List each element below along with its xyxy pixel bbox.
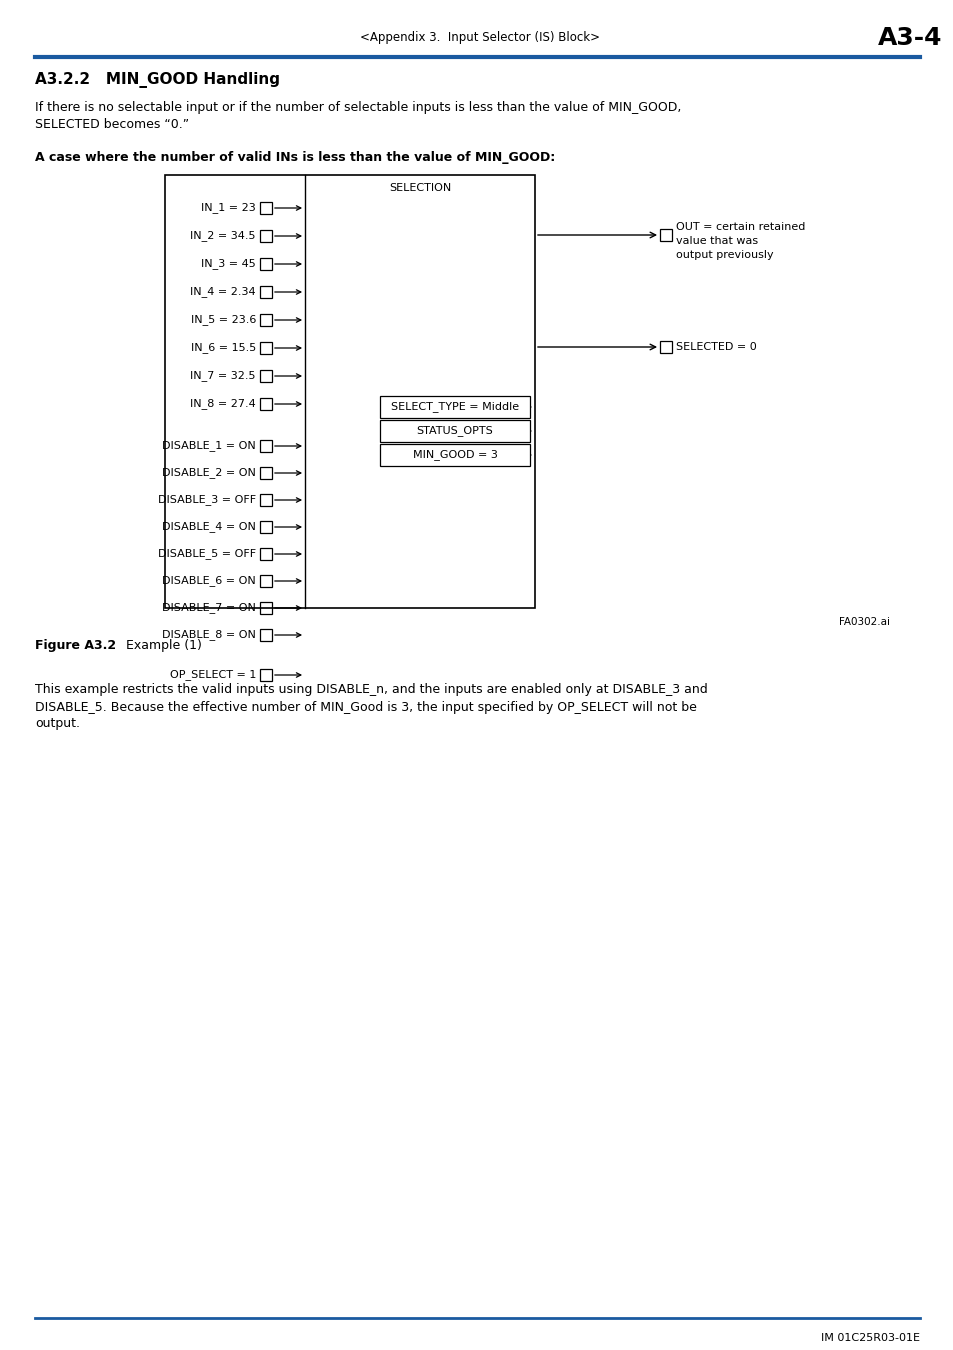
Text: <Appendix 3.  Input Selector (IS) Block>: <Appendix 3. Input Selector (IS) Block> bbox=[359, 31, 599, 45]
Text: This example restricts the valid inputs using DISABLE_n, and the inputs are enab: This example restricts the valid inputs … bbox=[35, 683, 707, 697]
Text: STATUS_OPTS: STATUS_OPTS bbox=[416, 425, 493, 436]
Bar bbox=[659, 342, 671, 352]
Bar bbox=[260, 521, 272, 533]
Text: If there is no selectable input or if the number of selectable inputs is less th: If there is no selectable input or if th… bbox=[35, 100, 680, 113]
Text: IN_4 = 2.34: IN_4 = 2.34 bbox=[191, 286, 255, 297]
Bar bbox=[260, 548, 272, 560]
Bar bbox=[260, 602, 272, 614]
Bar bbox=[260, 398, 272, 410]
Text: Figure A3.2: Figure A3.2 bbox=[35, 640, 116, 652]
Text: IN_8 = 27.4: IN_8 = 27.4 bbox=[190, 398, 255, 409]
Text: OP_SELECT = 1: OP_SELECT = 1 bbox=[170, 670, 255, 680]
Bar bbox=[260, 202, 272, 215]
Bar bbox=[260, 315, 272, 325]
Text: OUT = certain retained: OUT = certain retained bbox=[676, 221, 804, 232]
Bar bbox=[659, 230, 671, 242]
Bar bbox=[260, 342, 272, 354]
Text: value that was: value that was bbox=[676, 236, 758, 246]
Text: IN_2 = 34.5: IN_2 = 34.5 bbox=[191, 231, 255, 242]
Text: IM 01C25R03-01E: IM 01C25R03-01E bbox=[821, 1332, 919, 1343]
Text: DISABLE_6 = ON: DISABLE_6 = ON bbox=[162, 575, 255, 586]
Text: DISABLE_3 = OFF: DISABLE_3 = OFF bbox=[157, 494, 255, 505]
Bar bbox=[379, 396, 530, 418]
Text: DISABLE_8 = ON: DISABLE_8 = ON bbox=[162, 629, 255, 640]
Bar bbox=[260, 629, 272, 641]
Bar bbox=[260, 494, 272, 506]
Text: SELECT_TYPE = Middle: SELECT_TYPE = Middle bbox=[391, 401, 518, 413]
Text: IN_3 = 45: IN_3 = 45 bbox=[201, 259, 255, 270]
Text: A3.2.2   MIN_GOOD Handling: A3.2.2 MIN_GOOD Handling bbox=[35, 72, 280, 88]
Text: DISABLE_7 = ON: DISABLE_7 = ON bbox=[162, 602, 255, 613]
Text: output.: output. bbox=[35, 717, 80, 730]
Text: Example (1): Example (1) bbox=[110, 640, 202, 652]
Bar bbox=[260, 286, 272, 298]
Text: MIN_GOOD = 3: MIN_GOOD = 3 bbox=[412, 450, 497, 460]
Text: DISABLE_5 = OFF: DISABLE_5 = OFF bbox=[157, 548, 255, 559]
Bar bbox=[379, 444, 530, 466]
Text: DISABLE_1 = ON: DISABLE_1 = ON bbox=[162, 440, 255, 451]
Text: output previously: output previously bbox=[676, 250, 773, 261]
Text: SELECTION: SELECTION bbox=[389, 184, 451, 193]
Bar bbox=[165, 176, 535, 608]
Text: IN_6 = 15.5: IN_6 = 15.5 bbox=[191, 343, 255, 354]
Text: A case where the number of valid INs is less than the value of MIN_GOOD:: A case where the number of valid INs is … bbox=[35, 151, 555, 165]
Bar bbox=[260, 467, 272, 479]
Text: DISABLE_5. Because the effective number of MIN_Good is 3, the input specified by: DISABLE_5. Because the effective number … bbox=[35, 701, 696, 714]
Text: IN_1 = 23: IN_1 = 23 bbox=[201, 202, 255, 213]
Text: FA0302.ai: FA0302.ai bbox=[838, 617, 889, 626]
Text: DISABLE_4 = ON: DISABLE_4 = ON bbox=[162, 521, 255, 532]
Text: A3-4: A3-4 bbox=[877, 26, 942, 50]
Text: IN_5 = 23.6: IN_5 = 23.6 bbox=[191, 315, 255, 325]
Bar bbox=[260, 370, 272, 382]
Bar bbox=[260, 440, 272, 452]
Bar bbox=[260, 670, 272, 680]
Text: DISABLE_2 = ON: DISABLE_2 = ON bbox=[162, 467, 255, 478]
Text: SELECTED becomes “0.”: SELECTED becomes “0.” bbox=[35, 117, 189, 131]
Bar bbox=[260, 258, 272, 270]
Bar bbox=[260, 575, 272, 587]
Bar bbox=[260, 230, 272, 242]
Bar bbox=[379, 420, 530, 441]
Text: IN_7 = 32.5: IN_7 = 32.5 bbox=[191, 370, 255, 382]
Text: SELECTED = 0: SELECTED = 0 bbox=[676, 342, 756, 352]
